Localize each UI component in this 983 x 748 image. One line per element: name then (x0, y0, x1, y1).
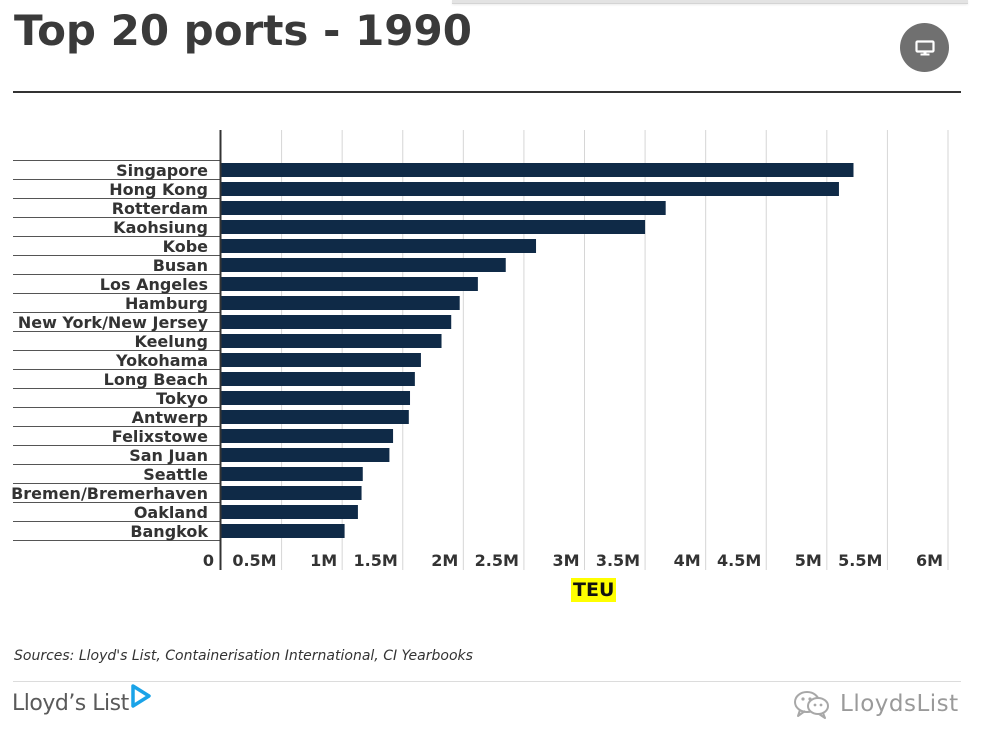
category-label: Hamburg (125, 294, 208, 313)
x-tick-label: 0 (203, 551, 214, 570)
bar[interactable] (221, 220, 646, 234)
footer-divider (13, 681, 961, 682)
x-tick-label: 1M (310, 551, 337, 570)
lloyds-list-logo[interactable]: Lloyd’s List (12, 684, 151, 718)
x-tick-label: 4M (674, 551, 701, 570)
category-label: New York/New Jersey (18, 313, 209, 332)
bar[interactable] (221, 163, 854, 177)
category-label: Tokyo (156, 389, 208, 408)
category-label: Long Beach (104, 370, 208, 389)
category-label: Felixstowe (112, 427, 208, 446)
wechat-icon (794, 691, 829, 719)
x-tick-label: 5M (795, 551, 822, 570)
x-tick-label: 0.5M (232, 551, 276, 570)
x-tick-label: 4.5M (717, 551, 761, 570)
bar[interactable] (221, 277, 478, 291)
bar[interactable] (221, 505, 358, 519)
bar[interactable] (221, 429, 394, 443)
bar[interactable] (221, 258, 506, 272)
chart-title: Top 20 ports - 1990 (14, 6, 472, 55)
category-label: Bangkok (130, 522, 208, 541)
wechat-watermark: LloydsList (792, 688, 959, 720)
bar[interactable] (221, 391, 411, 405)
category-label: Rotterdam (112, 199, 208, 218)
category-label: Kobe (163, 237, 209, 256)
x-tick-label: 3.5M (596, 551, 640, 570)
category-label: Seattle (143, 465, 208, 484)
bar[interactable] (221, 486, 362, 500)
category-label: Singapore (116, 161, 208, 180)
bar[interactable] (221, 296, 460, 310)
source-note: Sources: Lloyd's List, Containerisation … (14, 648, 473, 664)
category-label: Keelung (134, 332, 208, 351)
bar[interactable] (221, 239, 537, 253)
x-tick-label: 3M (552, 551, 579, 570)
bar[interactable] (221, 467, 363, 481)
watermark-text: LloydsList (840, 691, 959, 717)
category-label: Los Angeles (100, 275, 208, 294)
presentation-icon (914, 39, 935, 55)
bar[interactable] (221, 410, 409, 424)
bar[interactable] (221, 182, 839, 196)
brand-name: Lloyd’s List (12, 690, 129, 716)
bar[interactable] (221, 372, 415, 386)
bar[interactable] (221, 448, 390, 462)
bar[interactable] (221, 524, 345, 538)
category-label: Antwerp (132, 408, 208, 427)
brand-arrow-icon (130, 684, 151, 708)
bar[interactable] (221, 334, 442, 348)
x-tick-label: 1.5M (353, 551, 397, 570)
bar[interactable] (221, 353, 421, 367)
x-tick-label: 2M (431, 551, 458, 570)
category-label: Yokohama (115, 351, 208, 370)
category-label: San Juan (129, 446, 208, 465)
category-label: Hong Kong (109, 180, 208, 199)
x-tick-label: 2.5M (475, 551, 519, 570)
presentation-button[interactable] (900, 23, 949, 72)
title-divider (13, 91, 961, 93)
bar[interactable] (221, 315, 452, 329)
x-tick-label: 5.5M (838, 551, 882, 570)
x-axis-label: TEU (571, 578, 617, 602)
x-tick-label: 6M (916, 551, 943, 570)
bar[interactable] (221, 201, 666, 215)
top-bar (452, 0, 968, 4)
category-label: Bremen/Bremerhaven (11, 484, 208, 503)
category-label: Kaohsiung (113, 218, 208, 237)
category-label: Oakland (134, 503, 208, 522)
category-label: Busan (153, 256, 208, 275)
